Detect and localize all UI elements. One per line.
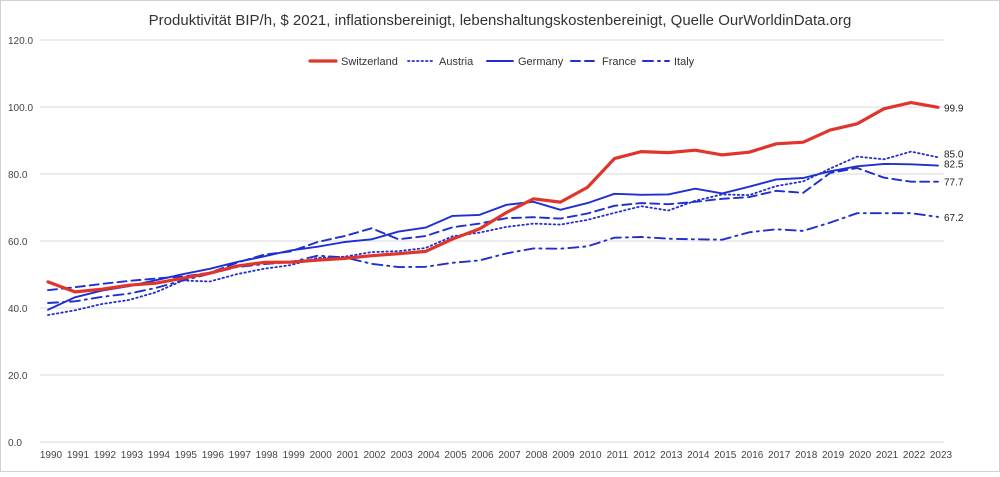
x-tick-label: 2009 bbox=[552, 450, 575, 461]
x-tick-label: 2005 bbox=[444, 450, 467, 461]
x-tick-label: 1992 bbox=[94, 450, 117, 461]
x-tick-label: 2022 bbox=[903, 450, 926, 461]
y-tick-label: 20.0 bbox=[8, 371, 28, 382]
x-tick-label: 2006 bbox=[471, 450, 494, 461]
x-tick-label: 2000 bbox=[310, 450, 333, 461]
series-line-austria bbox=[47, 150, 939, 316]
legend-label-switzerland: Switzerland bbox=[341, 56, 398, 68]
x-tick-label: 1993 bbox=[121, 450, 144, 461]
x-tick-label: 1994 bbox=[148, 450, 171, 461]
y-tick-label: 60.0 bbox=[8, 237, 28, 248]
x-tick-label: 1999 bbox=[283, 450, 306, 461]
x-tick-label: 2008 bbox=[525, 450, 548, 461]
x-tick-label: 2020 bbox=[849, 450, 872, 461]
x-tick-label: 2002 bbox=[364, 450, 387, 461]
y-tick-label: 120.0 bbox=[8, 36, 33, 47]
x-tick-label: 2003 bbox=[390, 450, 413, 461]
series-line-italy bbox=[47, 212, 939, 304]
y-tick-label: 100.0 bbox=[8, 103, 33, 114]
end-label-italy: 67.2 bbox=[944, 213, 964, 224]
legend-label-italy: Italy bbox=[674, 56, 695, 68]
x-tick-label: 1995 bbox=[175, 450, 198, 461]
x-tick-label: 1998 bbox=[256, 450, 279, 461]
end-label-switzerland: 99.9 bbox=[944, 103, 964, 114]
x-tick-label: 1991 bbox=[67, 450, 90, 461]
y-tick-label: 80.0 bbox=[8, 170, 28, 181]
x-tick-label: 2016 bbox=[741, 450, 764, 461]
end-value-labels: 99.9 85.082.5 77.7 67.2 bbox=[944, 103, 964, 224]
x-tick-label: 2019 bbox=[822, 450, 845, 461]
x-tick-label: 2007 bbox=[498, 450, 521, 461]
x-tick-label: 2001 bbox=[337, 450, 360, 461]
y-tick-label: 40.0 bbox=[8, 304, 28, 315]
chart-title: Produktivität BIP/h, $ 2021, inflationsb… bbox=[149, 12, 852, 29]
end-label-austria: 85.0 bbox=[944, 149, 964, 160]
y-tick-label: 0.0 bbox=[8, 438, 22, 449]
end-label-france: 77.7 bbox=[944, 178, 964, 189]
x-tick-label: 2017 bbox=[768, 450, 791, 461]
legend-label-germany: Germany bbox=[518, 56, 564, 68]
x-tick-label: 2004 bbox=[417, 450, 440, 461]
series-line-germany bbox=[47, 162, 939, 311]
x-tick-label: 2023 bbox=[930, 450, 953, 461]
x-tick-label: 2015 bbox=[714, 450, 737, 461]
series-lines bbox=[46, 100, 940, 316]
series-line-switzerland bbox=[46, 100, 940, 294]
legend: Switzerland Austria Germany France Italy bbox=[308, 56, 695, 68]
x-tick-label: 2010 bbox=[579, 450, 602, 461]
x-tick-label: 2011 bbox=[607, 450, 629, 461]
x-tick-label: 2013 bbox=[660, 450, 683, 461]
y-axis-tick-labels: 0.0 20.0 40.0 60.0 80.0 100.0 120.0 bbox=[8, 36, 33, 449]
legend-label-france: France bbox=[602, 56, 636, 68]
end-label-germany: 82.5 bbox=[944, 160, 964, 171]
legend-label-austria: Austria bbox=[439, 56, 474, 68]
x-tick-label: 2018 bbox=[795, 450, 818, 461]
x-tick-label: 1996 bbox=[202, 450, 225, 461]
x-axis-tick-labels: 1990 1991 1992 1993 1994 1995 1996 1997 1998 1999… bbox=[40, 450, 953, 461]
x-tick-label: 2014 bbox=[687, 450, 710, 461]
x-tick-label: 1990 bbox=[40, 450, 63, 461]
x-tick-label: 2021 bbox=[876, 450, 899, 461]
gridlines bbox=[40, 39, 944, 443]
x-tick-label: 2012 bbox=[633, 450, 656, 461]
x-tick-label: 1997 bbox=[229, 450, 252, 461]
